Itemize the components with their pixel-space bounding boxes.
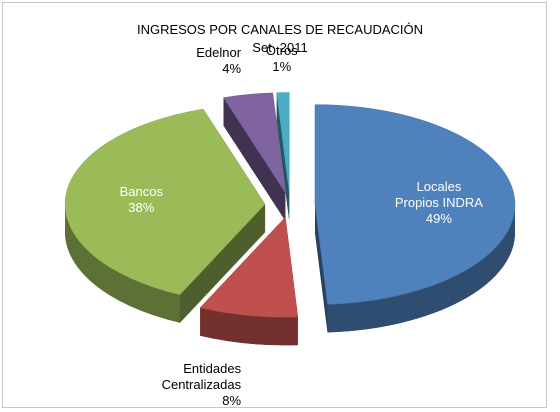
value-label: 1%	[272, 58, 292, 74]
slice-cut	[179, 204, 266, 323]
value-label: 38%	[128, 200, 155, 216]
value-label: 8%	[222, 393, 242, 409]
slice-cut	[223, 97, 286, 221]
slice-cut	[276, 92, 290, 221]
category-label: Edelnor	[196, 44, 242, 60]
value-label: 4%	[222, 60, 242, 76]
slice-wall	[65, 204, 180, 323]
chart-frame	[2, 2, 547, 408]
slice-label: Otros 1%	[227, 43, 337, 75]
slice	[314, 104, 516, 305]
category-label: Otros	[265, 42, 298, 58]
slice-cut	[314, 204, 328, 333]
slice-label: Bancos 38%	[96, 184, 186, 216]
chart-subtitle: Set -2011	[252, 40, 308, 55]
slice-wall	[327, 204, 515, 333]
slice	[199, 216, 299, 318]
slice	[276, 92, 290, 193]
value-label: 49%	[425, 210, 452, 226]
slice	[223, 92, 286, 193]
chart-title: INGRESOS POR CANALES DE RECAUDACIÓN	[136, 22, 424, 37]
slice-label: Locales Propios INDRA 49%	[394, 179, 484, 227]
category-label: Entidades Centralizadas	[161, 361, 242, 393]
slice-label: Entidades Centralizadas 8%	[131, 361, 242, 409]
category-label: Bancos	[119, 184, 163, 200]
slice-label: Edelnor 4%	[131, 45, 241, 77]
category-label: Locales Propios INDRA	[394, 178, 483, 210]
slice	[64, 108, 266, 295]
